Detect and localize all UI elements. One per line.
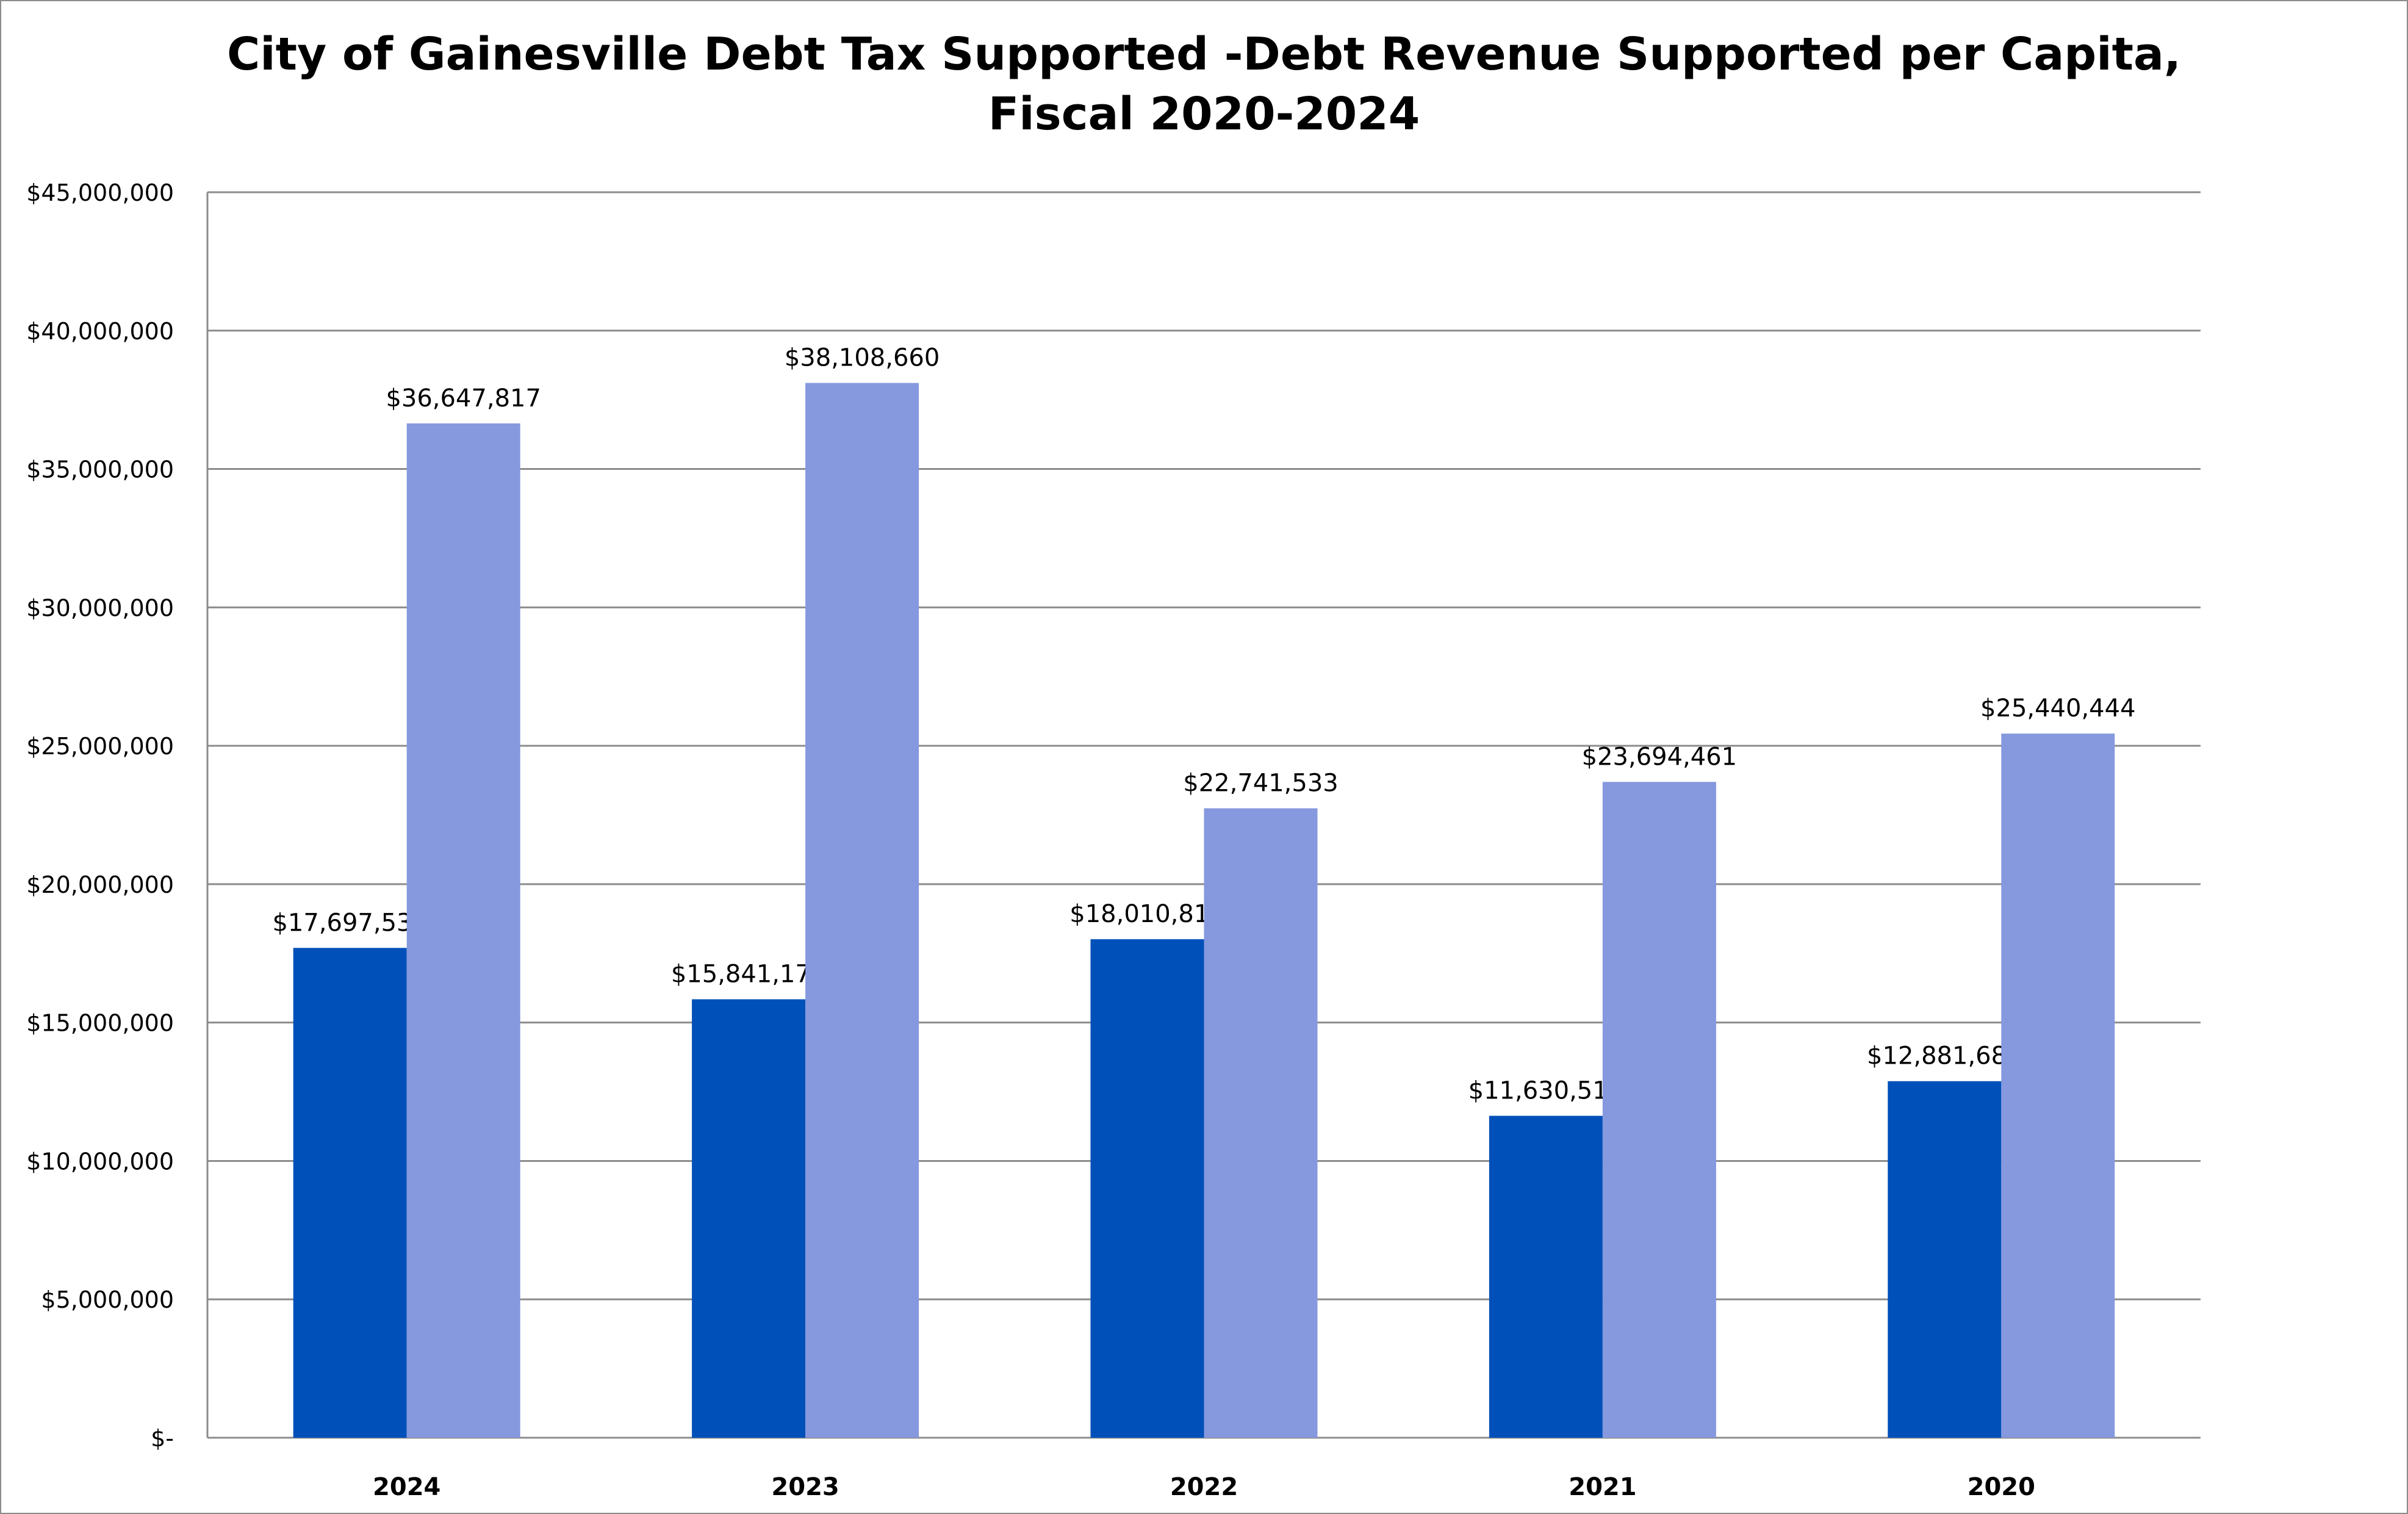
data-label: $11,630,510 bbox=[1468, 1076, 1623, 1105]
bar-series-1 bbox=[1888, 1081, 2002, 1438]
data-label: $18,010,814 bbox=[1069, 900, 1224, 928]
y-tick-label: $20,000,000 bbox=[26, 871, 174, 898]
y-tick-label: $40,000,000 bbox=[26, 318, 174, 345]
data-label: $25,440,444 bbox=[1980, 694, 2135, 723]
y-tick-label: $45,000,000 bbox=[26, 179, 174, 206]
chart-title: City of Gainesville Debt Tax Supported -… bbox=[0, 24, 2408, 144]
x-tick-label: 2020 bbox=[1968, 1473, 2035, 1501]
bar-series-2 bbox=[805, 383, 919, 1438]
bar-series-1 bbox=[1489, 1116, 1603, 1438]
bar-series-2 bbox=[1204, 808, 1318, 1438]
y-tick-label: $30,000,000 bbox=[26, 594, 174, 621]
bar-series-1 bbox=[692, 999, 806, 1438]
y-tick-label: $- bbox=[151, 1425, 174, 1452]
data-label: $15,841,176 bbox=[671, 961, 826, 989]
y-tick-label: $35,000,000 bbox=[26, 456, 174, 483]
y-tick-label: $15,000,000 bbox=[26, 1010, 174, 1037]
chart-title-line-2: Fiscal 2020-2024 bbox=[988, 88, 1420, 140]
x-tick-label: 2021 bbox=[1569, 1473, 1636, 1501]
x-tick-label: 2024 bbox=[373, 1473, 440, 1501]
data-label: $36,647,817 bbox=[386, 384, 541, 413]
data-label: $12,881,688 bbox=[1867, 1042, 2022, 1070]
bar-series-1 bbox=[293, 948, 407, 1438]
x-tick-label: 2023 bbox=[771, 1473, 839, 1501]
data-label: $22,741,533 bbox=[1183, 770, 1338, 798]
bar-series-1 bbox=[1090, 939, 1204, 1438]
data-label: $23,694,461 bbox=[1582, 743, 1737, 771]
data-label: $17,697,533 bbox=[272, 909, 427, 937]
y-tick-label: $25,000,000 bbox=[26, 733, 174, 760]
bar-series-2 bbox=[2001, 734, 2115, 1438]
x-tick-label: 2022 bbox=[1170, 1473, 1238, 1501]
bar-series-2 bbox=[406, 423, 520, 1438]
chart-title-line-1: City of Gainesville Debt Tax Supported -… bbox=[226, 28, 2182, 81]
y-tick-label: $5,000,000 bbox=[41, 1286, 174, 1313]
y-tick-label: $10,000,000 bbox=[26, 1148, 174, 1175]
data-label: $38,108,660 bbox=[785, 344, 940, 372]
bar-series-2 bbox=[1602, 782, 1716, 1438]
